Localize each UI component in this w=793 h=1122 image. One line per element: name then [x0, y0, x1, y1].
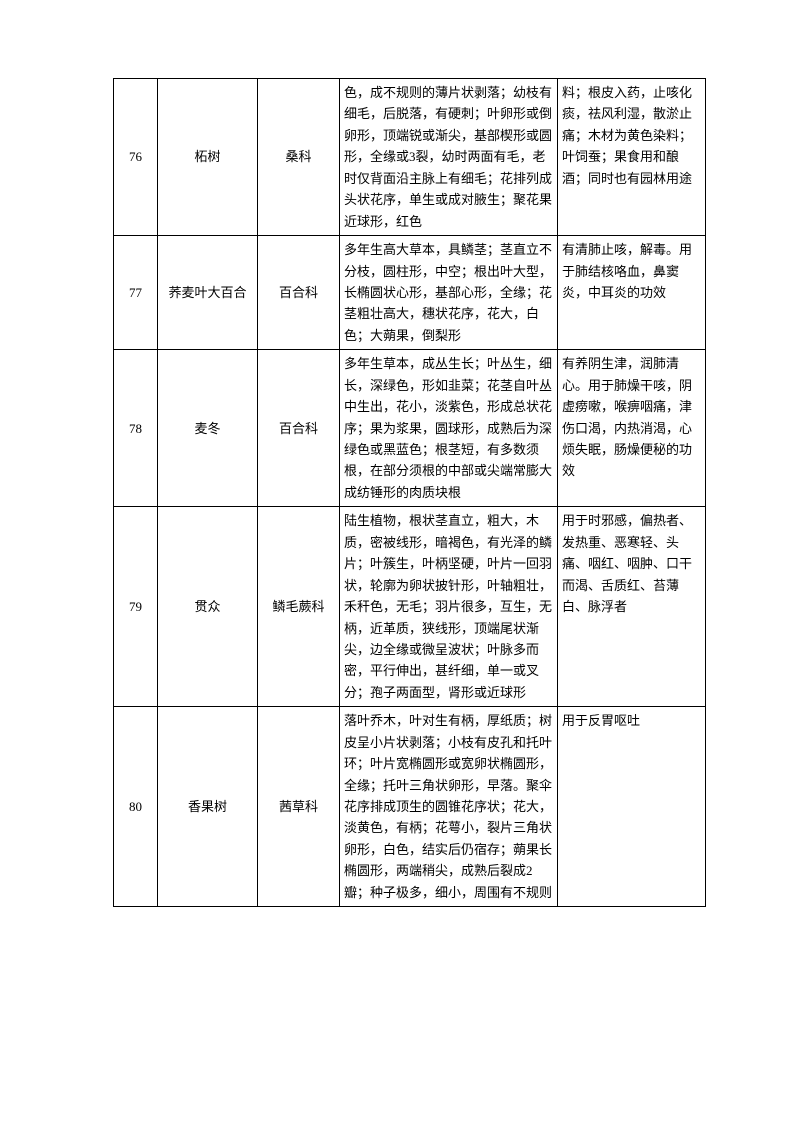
row-id: 79 [114, 507, 158, 707]
plant-family: 茜草科 [258, 707, 340, 907]
plant-family: 桑科 [258, 79, 340, 236]
row-id: 76 [114, 79, 158, 236]
page-container: 76柘树桑科色，成不规则的薄片状剥落；幼枝有细毛，后脱落，有硬刺；叶卵形或倒卵形… [0, 0, 793, 985]
plant-description: 陆生植物，根状茎直立，粗大，木质，密被线形，暗褐色，有光泽的鳞片；叶簇生，叶柄坚… [340, 507, 558, 707]
plant-name: 麦冬 [158, 350, 258, 507]
plant-family: 百合科 [258, 350, 340, 507]
plant-name: 香果树 [158, 707, 258, 907]
plant-name: 柘树 [158, 79, 258, 236]
table-row: 77荞麦叶大百合百合科多年生高大草本，具鳞茎；茎直立不分枝，圆柱形，中空；根出叶… [114, 236, 706, 350]
plant-use: 用于反胃呕吐 [558, 707, 706, 907]
plant-name: 贯众 [158, 507, 258, 707]
plant-description: 多年生草本，成丛生长；叶丛生，细长，深绿色，形如韭菜；花茎自叶丛中生出，花小，淡… [340, 350, 558, 507]
row-id: 80 [114, 707, 158, 907]
table-row: 78麦冬百合科多年生草本，成丛生长；叶丛生，细长，深绿色，形如韭菜；花茎自叶丛中… [114, 350, 706, 507]
plant-use: 有养阴生津，润肺清心。用于肺燥干咳，阴虚痨嗽，喉痹咽痛，津伤口渴，内热消渴，心烦… [558, 350, 706, 507]
table-row: 80香果树茜草科落叶乔木，叶对生有柄，厚纸质；树皮呈小片状剥落；小枝有皮孔和托叶… [114, 707, 706, 907]
plant-table: 76柘树桑科色，成不规则的薄片状剥落；幼枝有细毛，后脱落，有硬刺；叶卵形或倒卵形… [113, 78, 706, 907]
row-id: 78 [114, 350, 158, 507]
table-row: 79贯众鳞毛蕨科陆生植物，根状茎直立，粗大，木质，密被线形，暗褐色，有光泽的鳞片… [114, 507, 706, 707]
plant-family: 鳞毛蕨科 [258, 507, 340, 707]
plant-name: 荞麦叶大百合 [158, 236, 258, 350]
plant-use: 料；根皮入药，止咳化痰，祛风利湿，散淤止痛；木材为黄色染料；叶饲蚕；果食用和酿酒… [558, 79, 706, 236]
plant-description: 多年生高大草本，具鳞茎；茎直立不分枝，圆柱形，中空；根出叶大型，长椭圆状心形，基… [340, 236, 558, 350]
row-id: 77 [114, 236, 158, 350]
plant-use: 用于时邪感，偏热者、发热重、恶寒轻、头痛、咽红、咽肿、口干而渴、舌质红、苔薄白、… [558, 507, 706, 707]
plant-family: 百合科 [258, 236, 340, 350]
plant-description: 色，成不规则的薄片状剥落；幼枝有细毛，后脱落，有硬刺；叶卵形或倒卵形，顶端锐或渐… [340, 79, 558, 236]
plant-use: 有清肺止咳，解毒。用于肺结核咯血，鼻窦炎，中耳炎的功效 [558, 236, 706, 350]
table-row: 76柘树桑科色，成不规则的薄片状剥落；幼枝有细毛，后脱落，有硬刺；叶卵形或倒卵形… [114, 79, 706, 236]
plant-description: 落叶乔木，叶对生有柄，厚纸质；树皮呈小片状剥落；小枝有皮孔和托叶环；叶片宽椭圆形… [340, 707, 558, 907]
table-body: 76柘树桑科色，成不规则的薄片状剥落；幼枝有细毛，后脱落，有硬刺；叶卵形或倒卵形… [114, 79, 706, 907]
